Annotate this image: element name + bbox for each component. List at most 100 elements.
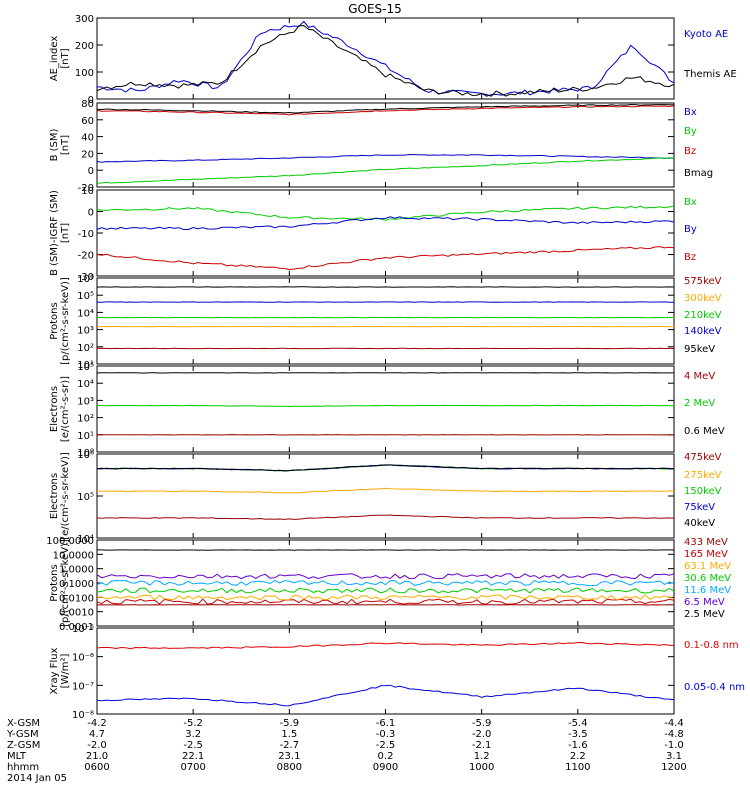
legend-label: Bmag xyxy=(684,168,713,179)
y-axis-label: AE_index xyxy=(49,36,60,82)
y-tick-label: 10¹ xyxy=(77,360,94,371)
y-tick-label: 0 xyxy=(88,166,94,177)
y-tick-label: 10⁶ xyxy=(77,450,94,461)
y-tick-label: 10⁵ xyxy=(77,492,94,503)
legend-label: 433 MeV xyxy=(684,537,728,548)
ephemeris-value: 0.2 xyxy=(378,751,394,762)
legend-label: 165 MeV xyxy=(684,549,728,560)
y-tick-label: 0.1000 xyxy=(59,579,94,590)
ephemeris-value: -2.7 xyxy=(280,740,300,751)
series-line xyxy=(96,205,675,221)
legend-label: 275keV xyxy=(684,470,722,481)
y-tick-label: 10³ xyxy=(77,326,94,337)
legend-label: 0.6 MeV xyxy=(684,426,725,437)
y-axis-label: [W/m²] xyxy=(60,653,71,688)
ephemeris-value: 3.1 xyxy=(666,751,682,762)
ephemeris-value: 4.7 xyxy=(89,729,105,740)
y-tick-label: 10⁵ xyxy=(77,291,94,302)
panel-frame xyxy=(96,277,675,365)
series-line xyxy=(96,404,674,408)
y-axis-label: [e/(cm²-s-sr)] xyxy=(60,376,71,442)
y-tick-label: 0 xyxy=(88,95,94,106)
series-line xyxy=(96,105,675,116)
y-axis-label: [nT] xyxy=(60,223,71,243)
ephemeris-value: 2.2 xyxy=(570,751,586,762)
panel-frame xyxy=(96,627,675,715)
y-tick-label: 10⁴ xyxy=(77,308,94,319)
ephemeris-value: 0900 xyxy=(373,762,398,773)
ephemeris-row-label: hhmm xyxy=(7,762,39,773)
y-tick-label: -30 xyxy=(78,272,94,283)
y-tick-label: -20 xyxy=(78,183,94,194)
ephemeris-value: -3.5 xyxy=(568,729,588,740)
series-line xyxy=(96,684,675,707)
legend-label: Bz xyxy=(684,252,696,263)
y-tick-label: 0.0001 xyxy=(59,622,94,633)
ephemeris-value: -5.4 xyxy=(568,718,588,729)
y-tick-label: -20 xyxy=(78,251,94,262)
legend-label: Kyoto AE xyxy=(684,29,728,40)
ephemeris-value: 0600 xyxy=(84,762,109,773)
ephemeris-value: 0800 xyxy=(277,762,302,773)
y-axis-label: [p/(cm²-s-sr-keV)] xyxy=(60,539,71,627)
y-tick-label: 0.0100 xyxy=(59,593,94,604)
legend-label: Bz xyxy=(684,146,696,157)
ephemeris-row-label: X-GSM xyxy=(7,718,40,729)
series-line xyxy=(96,594,675,601)
ephemeris-value: 1.2 xyxy=(474,751,490,762)
y-axis-label: [e/(cm²-s-sr-keV)] xyxy=(60,452,71,540)
ephemeris-value: -4.4 xyxy=(664,718,684,729)
panel-frame xyxy=(96,453,675,539)
series-line xyxy=(96,25,675,97)
ephemeris-value: -5.2 xyxy=(183,718,203,729)
y-tick-label: 60 xyxy=(81,116,94,127)
y-tick-label: 10⁰ xyxy=(77,448,94,459)
y-tick-label: 10⁴ xyxy=(77,379,94,390)
ephemeris-row-label: Y-GSM xyxy=(6,729,39,740)
y-tick-label: 10⁻⁵ xyxy=(72,624,94,635)
legend-label: 63.1 MeV xyxy=(684,561,731,572)
series-line xyxy=(96,587,675,594)
y-axis-label: [nT] xyxy=(60,48,71,68)
y-tick-label: 1.0000 xyxy=(59,565,94,576)
legend-label: By xyxy=(684,224,697,235)
y-tick-label: 0.0010 xyxy=(59,608,94,619)
y-tick-label: 10² xyxy=(77,343,94,354)
series-line xyxy=(96,464,675,472)
legend-label: 475keV xyxy=(684,452,722,463)
y-tick-label: 10² xyxy=(77,414,94,425)
ephemeris-value: -4.2 xyxy=(87,718,107,729)
ephemeris-value: -6.1 xyxy=(376,718,396,729)
y-axis-label: Electrons xyxy=(49,386,60,432)
series-line xyxy=(96,573,675,580)
y-tick-label: 0 xyxy=(88,208,94,219)
y-tick-label: 10¹ xyxy=(77,431,94,442)
y-tick-label: 20 xyxy=(81,149,94,160)
ephemeris-row-label: MLT xyxy=(7,751,27,762)
y-tick-label: 200 xyxy=(75,41,94,52)
ephemeris-value: 3.2 xyxy=(185,729,201,740)
y-tick-label: 10⁻⁸ xyxy=(72,710,94,721)
series-line xyxy=(96,579,675,587)
series-line xyxy=(96,514,675,520)
legend-label: 210keV xyxy=(684,310,722,321)
y-tick-label: 40 xyxy=(81,133,94,144)
ephemeris-value: -2.0 xyxy=(472,729,492,740)
y-axis-label: [p/(cm²-s-sr-keV)] xyxy=(60,277,71,365)
y-tick-label: 10⁻⁷ xyxy=(72,681,94,692)
legend-label: 0.05-0.4 nm xyxy=(684,682,745,693)
ephemeris-row-label: Z-GSM xyxy=(7,740,40,751)
series-line xyxy=(96,641,675,650)
y-tick-label: 10⁴ xyxy=(77,534,94,545)
ephemeris-value: -1.0 xyxy=(664,740,684,751)
legend-label: 30.6 MeV xyxy=(684,573,731,584)
y-tick-label: 10⁶ xyxy=(77,274,94,285)
panel-frame xyxy=(96,102,675,188)
legend-label: 75keV xyxy=(684,502,715,513)
y-axis-label: B (SM) xyxy=(49,128,60,161)
y-axis-label: [nT] xyxy=(60,135,71,155)
legend-label: 40keV xyxy=(684,518,715,529)
y-tick-label: 10⁵ xyxy=(77,362,94,373)
ephemeris-value: -1.6 xyxy=(568,740,588,751)
legend-label: By xyxy=(684,126,697,137)
